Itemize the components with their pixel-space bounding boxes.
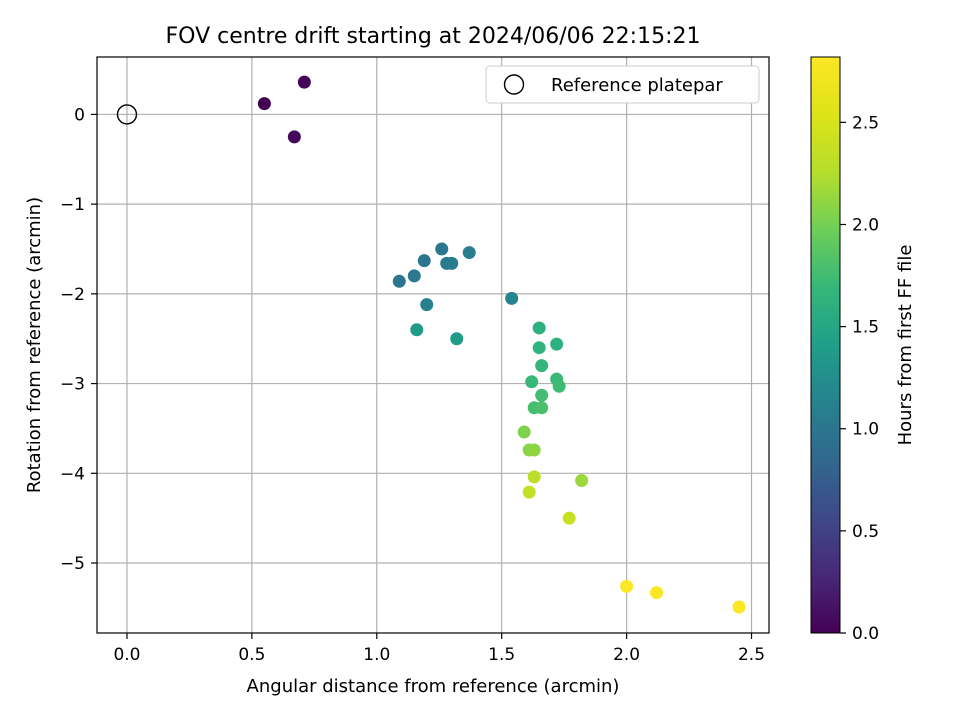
data-point: [445, 256, 459, 270]
data-point: [417, 254, 431, 268]
data-point: [450, 332, 464, 346]
data-point: [505, 291, 519, 305]
plot-frame: [96, 56, 770, 634]
x-tick-label: 0.0: [113, 645, 140, 665]
data-point: [535, 388, 549, 402]
x-tick-label: 0.5: [238, 645, 265, 665]
x-tick-label: 1.0: [363, 645, 390, 665]
colorbar-gradient: [810, 56, 841, 634]
data-point: [620, 579, 634, 593]
y-tick-label: −4: [60, 464, 85, 484]
colorbar-label: Hours from first FF file: [895, 245, 916, 446]
data-point: [527, 470, 541, 484]
data-point: [420, 298, 434, 312]
reference-point: [116, 104, 138, 125]
colorbar: 0.0 0.5 1.0 1.5 2.0 2.5 Hours from first FF f…: [810, 56, 916, 644]
x-tick-label: 1.5: [488, 645, 515, 665]
data-points: [257, 75, 746, 614]
data-point: [575, 473, 589, 487]
x-axis-label: Angular distance from reference (arcmin): [247, 676, 620, 697]
data-point: [517, 425, 531, 439]
grid: [97, 57, 769, 633]
legend-reference-icon: [503, 74, 525, 95]
data-point: [287, 130, 301, 144]
data-point: [522, 485, 536, 499]
y-axis-label: Rotation from reference (arcmin): [24, 197, 45, 493]
data-point: [552, 379, 566, 393]
data-point: [535, 359, 549, 373]
data-point: [535, 401, 549, 415]
data-point: [562, 511, 576, 525]
data-point: [410, 323, 424, 337]
data-point: [732, 600, 746, 614]
data-point: [462, 246, 476, 260]
legend: Reference platepar: [485, 65, 760, 104]
data-point: [650, 586, 664, 600]
y-tick-label: −2: [60, 285, 85, 305]
data-point: [525, 375, 539, 389]
data-point: [527, 443, 541, 457]
chart-title: FOV centre drift starting at 2024/06/06 …: [166, 24, 701, 49]
data-point: [435, 242, 449, 256]
colorbar-tick-label: 2.0: [852, 215, 879, 235]
data-point: [407, 269, 421, 283]
data-point: [392, 274, 406, 288]
reference-marker: [116, 104, 138, 125]
y-tick-label: −5: [60, 554, 85, 574]
colorbar-ticks: 0.0 0.5 1.0 1.5 2.0 2.5: [840, 113, 879, 644]
colorbar-tick-label: 0.0: [852, 624, 879, 644]
y-axis-ticks: 0 −1 −2 −3 −4 −5: [60, 105, 97, 574]
y-tick-label: 0: [74, 105, 85, 125]
colorbar-tick-label: 1.5: [852, 318, 879, 338]
data-point: [532, 321, 546, 335]
y-tick-label: −1: [60, 195, 85, 215]
data-point: [550, 337, 564, 351]
data-point: [532, 341, 546, 355]
x-tick-label: 2.5: [738, 645, 765, 665]
data-point: [257, 97, 271, 111]
y-tick-label: −3: [60, 375, 85, 395]
legend-entry-label: Reference platepar: [551, 75, 723, 96]
colorbar-tick-label: 1.0: [852, 420, 879, 440]
colorbar-tick-label: 2.5: [852, 113, 879, 133]
x-tick-label: 2.0: [613, 645, 640, 665]
x-axis-ticks: 0.0 0.5 1.0 1.5 2.0 2.5: [113, 633, 765, 665]
colorbar-tick-label: 0.5: [852, 522, 879, 542]
data-point: [297, 75, 311, 89]
legend-box: [485, 65, 760, 104]
